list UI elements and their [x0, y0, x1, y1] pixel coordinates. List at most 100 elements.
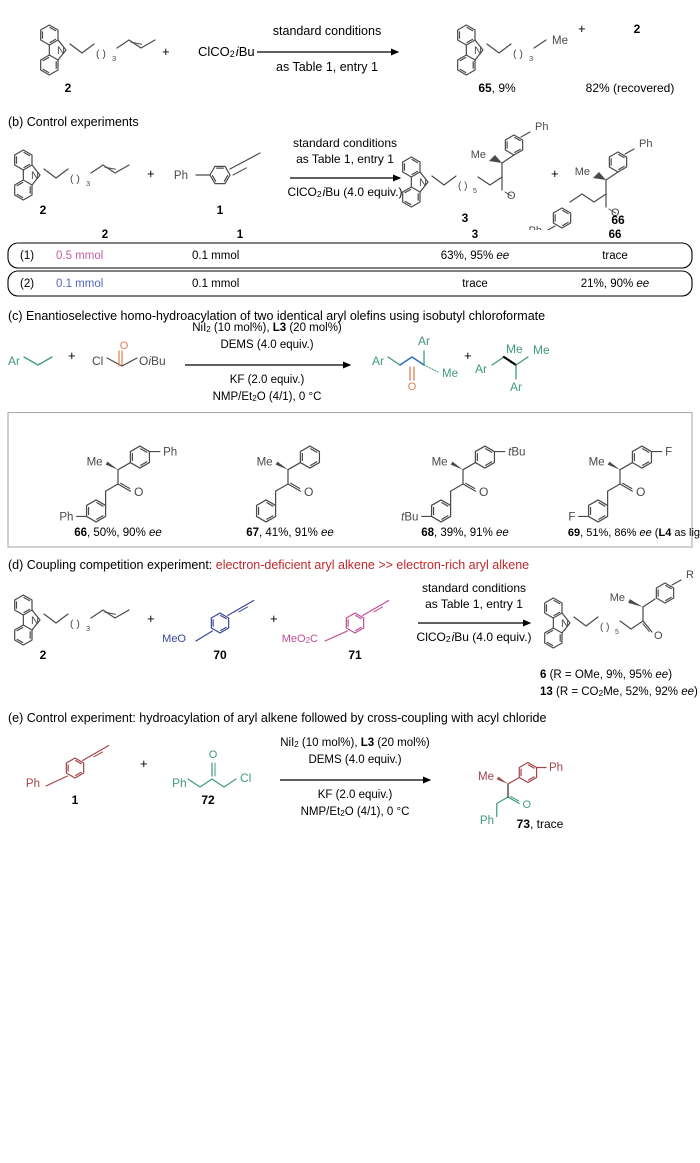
svg-text:+: + [162, 44, 170, 59]
svg-text:70: 70 [213, 648, 227, 662]
svg-text:0.5 mmol: 0.5 mmol [56, 250, 103, 262]
svg-text:3: 3 [529, 54, 533, 63]
svg-text:Ph: Ph [480, 815, 494, 827]
svg-text:Me: Me [442, 368, 458, 380]
svg-text:tBu: tBu [401, 511, 418, 523]
svg-text:KF (2.0 equiv.): KF (2.0 equiv.) [318, 789, 393, 801]
svg-text:MeO2C: MeO2C [282, 633, 318, 645]
svg-text:N: N [31, 615, 39, 627]
svg-text:OiBu: OiBu [139, 354, 166, 368]
svg-text:MeO: MeO [162, 633, 186, 645]
svg-text:Me: Me [478, 771, 494, 783]
svg-text:Me: Me [610, 592, 625, 604]
svg-text:Ar: Ar [418, 334, 430, 348]
svg-text:as Table 1, entry 1: as Table 1, entry 1 [276, 60, 378, 74]
svg-text:+: + [578, 21, 586, 36]
svg-text:O: O [636, 485, 645, 499]
svg-text:NMP/Et2O (4/1), 0 °C: NMP/Et2O (4/1), 0 °C [301, 806, 410, 818]
svg-text:O: O [507, 190, 516, 202]
svg-text:( ): ( ) [70, 173, 80, 185]
svg-text:Cl: Cl [240, 771, 251, 785]
svg-text:( ): ( ) [96, 48, 106, 60]
svg-text:( ): ( ) [600, 622, 609, 633]
svg-text:69, 51%, 86% ee (L4 as ligand): 69, 51%, 86% ee (L4 as ligand) [568, 527, 700, 539]
svg-text:5: 5 [473, 188, 477, 195]
svg-text:standard conditions: standard conditions [273, 24, 381, 38]
svg-text:(b) Control experiments: (b) Control experiments [8, 115, 139, 129]
svg-text:+: + [147, 611, 155, 626]
svg-text:Ph: Ph [639, 138, 652, 150]
svg-text:2: 2 [102, 229, 108, 241]
svg-text:O: O [479, 485, 488, 499]
svg-text:NiI2 (10 mol%), L3 (20 mol%): NiI2 (10 mol%), L3 (20 mol%) [192, 322, 342, 334]
svg-text:Ph: Ph [59, 511, 73, 523]
svg-text:73, trace: 73, trace [517, 817, 564, 830]
svg-text:F: F [568, 511, 575, 523]
svg-text:( ): ( ) [458, 181, 467, 192]
svg-text:6 (R = OMe, 9%, 95% ee): 6 (R = OMe, 9%, 95% ee) [540, 669, 672, 681]
svg-text:21%, 90% ee: 21%, 90% ee [581, 278, 649, 290]
svg-text:Me: Me [533, 343, 550, 357]
svg-text:DEMS (4.0 equiv.): DEMS (4.0 equiv.) [308, 754, 401, 766]
svg-text:standard conditions: standard conditions [293, 136, 397, 150]
svg-text:1: 1 [217, 203, 224, 217]
svg-text:Me: Me [589, 456, 605, 468]
svg-text:O: O [523, 799, 532, 811]
svg-text:ClCO2iBu (4.0 equiv.): ClCO2iBu (4.0 equiv.) [417, 630, 532, 644]
svg-text:3: 3 [86, 624, 90, 633]
svg-text:Ph: Ph [549, 762, 563, 774]
svg-text:trace: trace [462, 278, 488, 290]
svg-text:KF (2.0 equiv.): KF (2.0 equiv.) [230, 374, 305, 386]
svg-text:Cl: Cl [92, 354, 103, 368]
svg-text:66: 66 [611, 213, 625, 227]
svg-text:trace: trace [602, 250, 628, 262]
svg-text:Ar: Ar [8, 354, 20, 368]
svg-text:2: 2 [65, 81, 72, 95]
svg-text:Me: Me [471, 149, 486, 161]
svg-text:standard conditions: standard conditions [422, 581, 526, 595]
svg-text:Ph: Ph [172, 776, 187, 790]
svg-text:N: N [474, 45, 482, 57]
svg-text:NMP/Et2O (4/1), 0 °C: NMP/Et2O (4/1), 0 °C [213, 391, 322, 403]
svg-text:Me: Me [87, 456, 103, 468]
svg-text:67, 41%, 91% ee: 67, 41%, 91% ee [246, 527, 334, 539]
svg-text:+: + [147, 166, 155, 181]
svg-text:2: 2 [40, 203, 47, 217]
svg-text:Me: Me [575, 166, 590, 178]
svg-text:+: + [270, 611, 278, 626]
svg-text:Me: Me [552, 35, 568, 47]
svg-text:2: 2 [40, 648, 47, 662]
svg-text:N: N [561, 618, 569, 630]
svg-text:R: R [686, 569, 694, 581]
svg-text:82% (recovered): 82% (recovered) [586, 81, 675, 95]
svg-text:0.1 mmol: 0.1 mmol [192, 278, 239, 290]
svg-text:Ar: Ar [372, 354, 384, 368]
svg-text:O: O [304, 485, 313, 499]
svg-text:3: 3 [112, 54, 116, 63]
svg-text:72: 72 [201, 793, 215, 807]
svg-text:3: 3 [462, 211, 469, 225]
svg-text:65, 9%: 65, 9% [478, 81, 516, 95]
svg-text:(2): (2) [20, 278, 34, 290]
svg-text:Ph: Ph [26, 778, 40, 790]
svg-text:Ph: Ph [535, 121, 548, 133]
svg-text:+: + [464, 348, 472, 363]
svg-text:+: + [140, 756, 148, 771]
svg-text:(e) Control experiment: hydroa: (e) Control experiment: hydroacylation o… [8, 711, 546, 725]
svg-text:as Table 1, entry 1: as Table 1, entry 1 [425, 597, 523, 611]
svg-text:68, 39%, 91% ee: 68, 39%, 91% ee [421, 527, 509, 539]
svg-text:F: F [665, 446, 672, 458]
svg-text:1: 1 [237, 229, 244, 241]
svg-text:as Table 1, entry 1: as Table 1, entry 1 [296, 152, 394, 166]
svg-text:3: 3 [472, 229, 478, 241]
svg-text:5: 5 [615, 629, 619, 636]
svg-text:O: O [134, 485, 143, 499]
svg-text:Ph: Ph [174, 170, 188, 182]
svg-text:ClCO2iBu: ClCO2iBu [198, 44, 255, 59]
svg-text:(d) Coupling competition exper: (d) Coupling competition experiment: ele… [8, 558, 529, 572]
svg-text:Ar: Ar [510, 380, 522, 394]
svg-text:Ar: Ar [475, 362, 487, 376]
svg-text:Me: Me [257, 456, 273, 468]
svg-text:Ph: Ph [163, 446, 177, 458]
svg-text:O: O [654, 630, 663, 642]
